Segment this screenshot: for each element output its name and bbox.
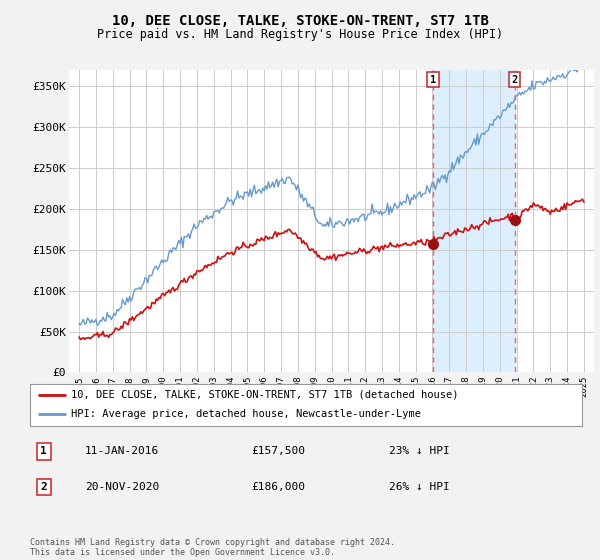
Text: 10, DEE CLOSE, TALKE, STOKE-ON-TRENT, ST7 1TB (detached house): 10, DEE CLOSE, TALKE, STOKE-ON-TRENT, ST… [71,390,459,400]
Text: 26% ↓ HPI: 26% ↓ HPI [389,482,449,492]
Text: Price paid vs. HM Land Registry's House Price Index (HPI): Price paid vs. HM Land Registry's House … [97,28,503,41]
Text: 2: 2 [512,75,518,85]
Text: 10, DEE CLOSE, TALKE, STOKE-ON-TRENT, ST7 1TB: 10, DEE CLOSE, TALKE, STOKE-ON-TRENT, ST… [112,14,488,28]
Text: 2: 2 [40,482,47,492]
Text: £157,500: £157,500 [251,446,305,456]
Text: 11-JAN-2016: 11-JAN-2016 [85,446,160,456]
Text: 1: 1 [430,75,436,85]
Text: HPI: Average price, detached house, Newcastle-under-Lyme: HPI: Average price, detached house, Newc… [71,409,421,419]
Text: £186,000: £186,000 [251,482,305,492]
Bar [433,70,515,372]
Text: Contains HM Land Registry data © Crown copyright and database right 2024.
This d: Contains HM Land Registry data © Crown c… [30,538,395,557]
Text: 20-NOV-2020: 20-NOV-2020 [85,482,160,492]
Text: 1: 1 [40,446,47,456]
Text: 23% ↓ HPI: 23% ↓ HPI [389,446,449,456]
